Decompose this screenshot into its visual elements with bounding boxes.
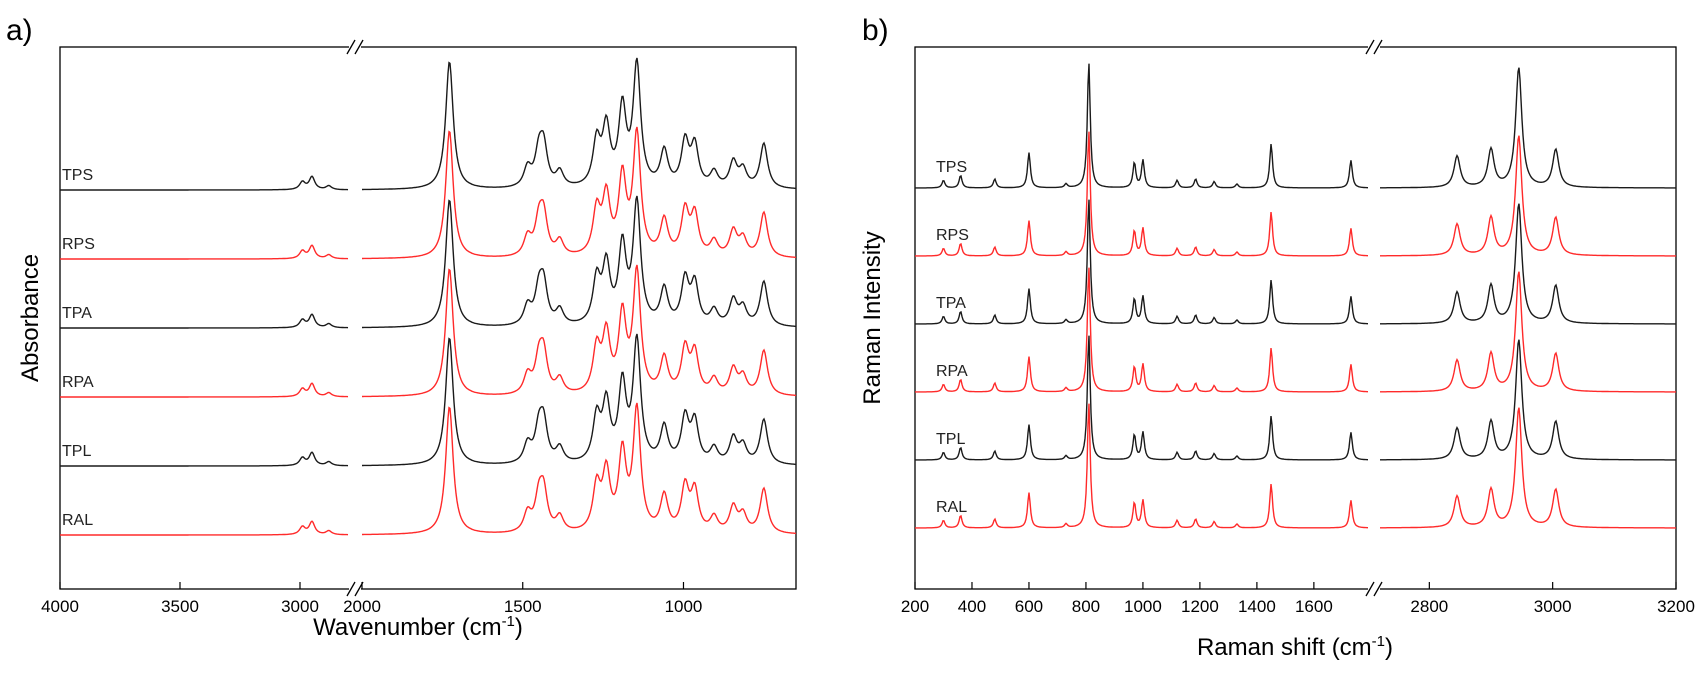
series-line-tps-seg1 [60, 175, 349, 191]
x-tick-label: 3000 [1534, 597, 1572, 616]
panel-a-x-ticks: 4000 3500 3000 2000 1500 1000 [41, 582, 702, 616]
axis-break-mark [346, 581, 356, 597]
x-tick-label: 2800 [1410, 597, 1448, 616]
series-line-rpa-seg2 [1380, 271, 1676, 393]
panel-b-axis-break [1365, 39, 1383, 597]
x-tick-label: 2000 [343, 597, 381, 616]
series-line-tpa-seg1 [915, 199, 1368, 325]
panel-b-y-axis-title: Raman Intensity [859, 231, 886, 404]
series-line-tpl-seg2 [1380, 339, 1676, 461]
x-tick-label: 200 [901, 597, 929, 616]
axis-break-mark [1365, 39, 1375, 55]
x-tick-label: 1200 [1181, 597, 1219, 616]
panel-a-axis-break [346, 39, 364, 597]
series-label-rpa: RPA [936, 363, 968, 380]
x-tick-label: 3200 [1657, 597, 1695, 616]
series-line-ral-seg2 [1380, 407, 1676, 529]
panel-a-ftir: a) TPS RPS TPA RPA TPL RAL 4000 3500 3000 2000 15… [6, 14, 797, 641]
series-label-ral: RAL [936, 499, 967, 516]
series-line-tpa-seg2 [362, 195, 797, 329]
series-label-rpa: RPA [62, 374, 94, 391]
series-line-rpa-seg1 [60, 382, 349, 398]
series-label-rps: RPS [936, 227, 969, 244]
series-label-tpa: TPA [62, 305, 92, 322]
panel-b-series-labels: TPS RPS TPA RPA TPL RAL [936, 159, 969, 516]
series-label-rps: RPS [62, 236, 95, 253]
series-line-tpa-seg1 [60, 313, 349, 329]
panel-b-x-axis-title: Raman shift (cm-1) [1197, 633, 1393, 661]
x-tick-label: 1600 [1295, 597, 1333, 616]
x-tick-label: 1000 [665, 597, 703, 616]
series-line-rps-seg1 [60, 244, 349, 260]
series-line-ral-seg2 [362, 402, 797, 536]
panel-a-y-axis-title: Absorbance [17, 254, 44, 382]
axis-break-gap [349, 586, 361, 592]
series-line-ral-seg1 [60, 520, 349, 536]
panel-a-traces [60, 57, 797, 536]
panel-b-label: b) [862, 14, 889, 47]
series-line-rps-seg2 [1380, 135, 1676, 257]
axis-break-mark [1365, 581, 1375, 597]
x-tick-label: 3000 [281, 597, 319, 616]
x-tick-label: 600 [1015, 597, 1043, 616]
panel-a-series-labels: TPS RPS TPA RPA TPL RAL [62, 167, 95, 529]
panel-b-plot-frame [914, 46, 1677, 590]
axis-break-mark [354, 39, 364, 55]
series-line-tpa-seg2 [1380, 203, 1676, 325]
axis-break-mark [346, 39, 356, 55]
series-line-tps-seg1 [915, 63, 1368, 189]
series-label-ral: RAL [62, 512, 93, 529]
panel-b-x-ticks: 200 400 600 800 1000 1200 1400 1600 2800 3000 3200 [901, 582, 1695, 616]
series-line-ral-seg1 [915, 403, 1368, 529]
axis-break-gap [349, 44, 361, 50]
series-line-tps-seg2 [362, 57, 797, 191]
series-label-tpa: TPA [936, 295, 966, 312]
panel-a-x-axis-title: Wavenumber (cm-1) [313, 613, 523, 641]
panel-b-raman: b) TPS RPS TPA RPA TPL RAL 200 400 600 800 1000 12… [859, 14, 1695, 661]
series-label-tpl: TPL [936, 431, 965, 448]
series-line-rps-seg1 [915, 131, 1368, 257]
x-tick-label: 1000 [1124, 597, 1162, 616]
series-line-tpl-seg1 [915, 335, 1368, 461]
panel-b-traces [915, 63, 1676, 529]
x-tick-label: 800 [1072, 597, 1100, 616]
series-line-tpl-seg2 [362, 333, 797, 467]
axis-break-gap [1368, 44, 1380, 50]
series-label-tpl: TPL [62, 443, 91, 460]
axis-break-gap [1368, 586, 1380, 592]
panel-a-label: a) [6, 14, 33, 47]
series-line-rpa-seg2 [362, 264, 797, 398]
series-label-tps: TPS [62, 167, 93, 184]
series-line-rps-seg2 [362, 126, 797, 260]
x-tick-label: 1400 [1238, 597, 1276, 616]
x-tick-label: 4000 [41, 597, 79, 616]
series-line-rpa-seg1 [915, 267, 1368, 393]
x-tick-label: 3500 [161, 597, 199, 616]
series-label-tps: TPS [936, 159, 967, 176]
x-tick-label: 1500 [504, 597, 542, 616]
axis-break-mark [1373, 581, 1383, 597]
x-tick-label: 400 [958, 597, 986, 616]
series-line-tps-seg2 [1380, 67, 1676, 189]
panel-a-plot-frame [59, 46, 797, 590]
series-line-tpl-seg1 [60, 451, 349, 467]
axis-break-mark [354, 581, 364, 597]
axis-break-mark [1373, 39, 1383, 55]
